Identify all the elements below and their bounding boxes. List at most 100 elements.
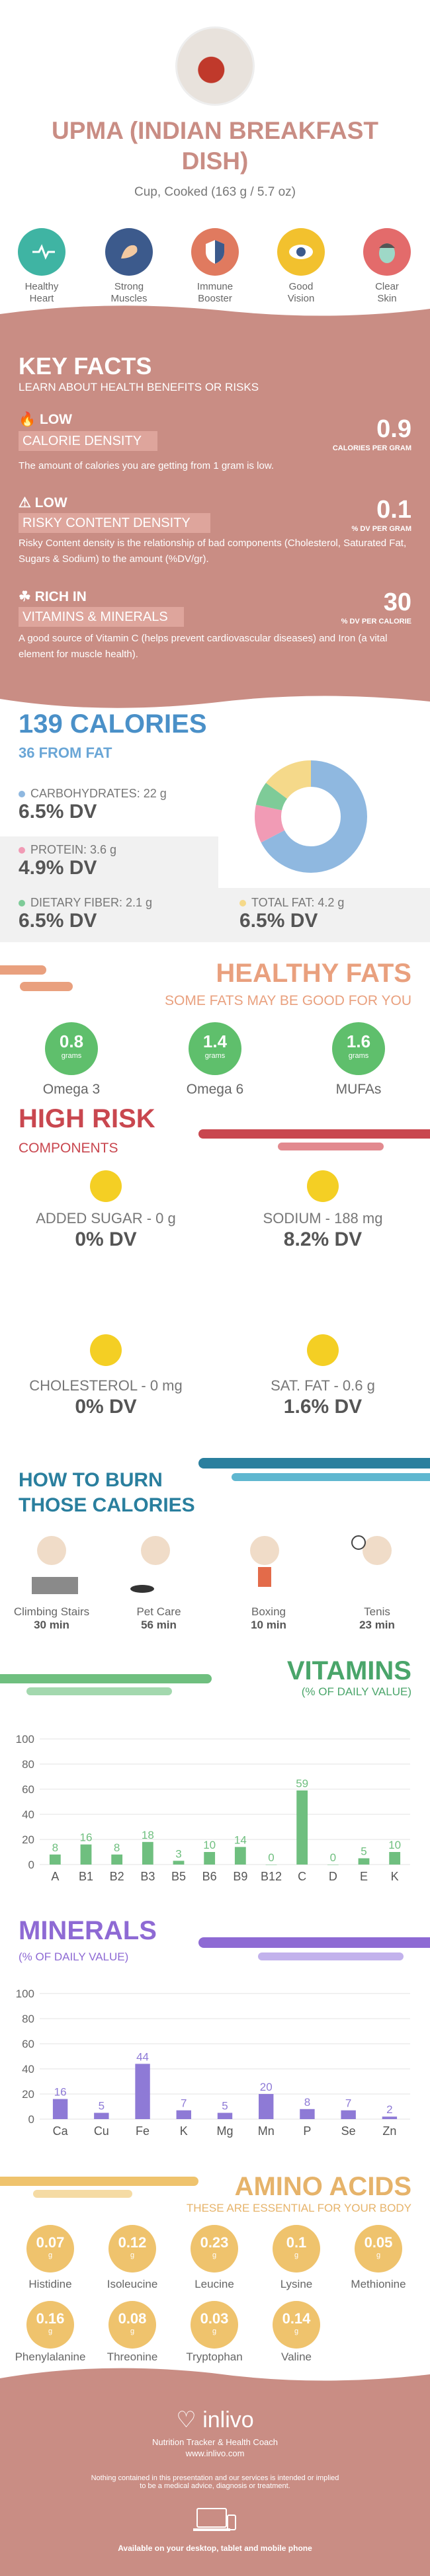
- mineral-category-label: Mg: [216, 2124, 233, 2138]
- fact-value: 0.9: [376, 415, 411, 443]
- vitamin-bar: [234, 1847, 246, 1865]
- brand-url[interactable]: www.inlivo.com: [185, 2448, 245, 2458]
- fact-unit: % DV PER CALORIE: [341, 618, 411, 625]
- disclaimer: Nothing contained in this presentation a…: [91, 2474, 339, 2490]
- risk-dv: 1.6% DV: [283, 1396, 363, 1418]
- key-facts-subtitle: LEARN ABOUT HEALTH BENEFITS OR RISKS: [19, 381, 259, 393]
- vitamin-category-label: E: [360, 1870, 368, 1883]
- mineral-category-label: P: [303, 2124, 311, 2138]
- smile-icon: [307, 1334, 339, 1366]
- flame-icon: 🔥: [19, 412, 36, 427]
- protein-dot: [19, 847, 25, 854]
- mineral-value-label: 20: [260, 2081, 273, 2093]
- mineral-bar: [300, 2109, 315, 2119]
- decor-stripe: [198, 1129, 430, 1139]
- decor-stripe: [20, 982, 73, 991]
- amino-name: Phenylalanine: [15, 2351, 86, 2363]
- footer: ♡ inlivo Nutrition Tracker & Health Coac…: [0, 2366, 430, 2576]
- mineral-ytick-label: 60: [22, 2038, 34, 2050]
- minerals-title: MINERALS: [19, 1916, 157, 1945]
- mineral-ytick-label: 40: [22, 2063, 34, 2075]
- fact-text: Risky Content density is the relationshi…: [19, 538, 407, 565]
- activity-petcare: Pet Care 56 min: [136, 1605, 181, 1631]
- vitamin-ytick-label: 60: [22, 1783, 34, 1796]
- smile-icon: [307, 1170, 339, 1202]
- risk-label: CHOLESTEROL - 0 mg: [29, 1377, 183, 1394]
- high-risk-subtitle: COMPONENTS: [19, 1141, 118, 1156]
- vitamin-category-label: B5: [171, 1870, 186, 1883]
- calories-from-fat: 36 FROM FAT: [19, 745, 112, 761]
- vitamin-bar: [80, 1844, 92, 1865]
- stairs-illustration: [12, 1531, 91, 1597]
- vitamin-bar: [142, 1841, 153, 1865]
- amino-valine: 0.14 g: [273, 2301, 320, 2349]
- decor-stripe: [0, 1674, 212, 1683]
- mineral-value-label: 7: [345, 2097, 351, 2110]
- key-facts-section: KEY FACTS LEARN ABOUT HEALTH BENEFITS OR…: [0, 302, 430, 713]
- fact-level: 🔥 LOW: [19, 412, 72, 427]
- macro-donut-chart: [255, 760, 367, 873]
- vitamin-value-label: 10: [388, 1839, 401, 1851]
- risk-dv: 0% DV: [75, 1228, 137, 1250]
- amino-name: Isoleucine: [107, 2278, 158, 2290]
- fact-value: 0.1: [376, 496, 411, 524]
- amino-name: Tryptophan: [186, 2351, 243, 2363]
- vitamin-value-label: 0: [268, 1851, 274, 1864]
- mineral-bar: [217, 2113, 233, 2119]
- fat-info: TOTAL FAT: 4.2 g 6.5% DV: [239, 896, 345, 932]
- vitamin-value-label: 16: [80, 1831, 93, 1844]
- vitamin-bar: [389, 1852, 401, 1865]
- healthy-fats-subtitle: SOME FATS MAY BE GOOD FOR YOU: [164, 993, 411, 1008]
- benefit-immune: Immune Booster: [179, 228, 251, 305]
- vitamin-value-label: 59: [296, 1777, 308, 1790]
- mineral-ytick-label: 0: [28, 2113, 34, 2126]
- risk-label: SODIUM - 188 mg: [263, 1210, 383, 1227]
- heart-outline-icon: ♡: [176, 2407, 196, 2433]
- fact-name: VITAMINS & MINERALS: [19, 607, 184, 627]
- activity-tennis: Tenis 23 min: [359, 1605, 395, 1631]
- mineral-ytick-label: 20: [22, 2088, 34, 2101]
- wave-divider: [0, 2366, 430, 2381]
- fat-name: Omega 6: [186, 1082, 244, 1097]
- vitamin-ytick-label: 0: [28, 1859, 34, 1871]
- fat-mufas: 1.6 grams: [332, 1022, 385, 1075]
- decor-stripe: [198, 1458, 430, 1469]
- risk-label: SAT. FAT - 0.6 g: [271, 1377, 375, 1394]
- decor-stripe: [0, 965, 46, 975]
- risk-dv: 8.2% DV: [283, 1228, 363, 1250]
- vitamin-category-label: K: [391, 1870, 399, 1883]
- fact-level: ☘ RICH IN: [19, 589, 87, 604]
- key-facts-title: KEY FACTS: [19, 352, 152, 380]
- benefit-muscles: Strong Muscles: [93, 228, 165, 305]
- amino-methionine: 0.05 g: [355, 2225, 402, 2273]
- donut-protein: [255, 760, 367, 873]
- vitamin-bar: [296, 1790, 308, 1865]
- vitamin-bar: [111, 1854, 123, 1865]
- devices-icon: [193, 2508, 236, 2531]
- amino-threonine: 0.08 g: [108, 2301, 156, 2349]
- fact-value: 30: [383, 588, 411, 616]
- petcare-illustration: [116, 1531, 195, 1597]
- burn-title: HOW TO BURN THOSE CALORIES: [19, 1469, 195, 1516]
- vitamin-value-label: 8: [52, 1841, 58, 1854]
- mineral-bar: [382, 2116, 398, 2119]
- mineral-bar: [259, 2094, 274, 2119]
- fact-text: A good source of Vitamin C (helps preven…: [19, 633, 388, 660]
- mineral-value-label: 44: [136, 2050, 149, 2063]
- mineral-category-label: K: [180, 2124, 188, 2138]
- mineral-category-label: Fe: [136, 2124, 150, 2138]
- amino-name: Leucine: [194, 2278, 234, 2290]
- fiber-band: [0, 888, 430, 942]
- amino-name: Methionine: [351, 2278, 406, 2290]
- amino-name: Threonine: [107, 2351, 158, 2363]
- mineral-value-label: 7: [181, 2097, 187, 2110]
- minerals-bar-chart: 0 20 40 60 80 100 16 Ca 5 Cu 44 Fe 7 K 5 Mg 20 Mn 8 P 7 Se 2 Zn: [16, 1988, 410, 2138]
- vitamin-bar: [358, 1858, 370, 1865]
- vitamin-category-label: B12: [261, 1870, 282, 1883]
- vitamin-category-label: A: [51, 1870, 59, 1883]
- vitamin-category-label: B9: [233, 1870, 247, 1883]
- vitamin-ytick-label: 40: [22, 1808, 34, 1821]
- mineral-value-label: 5: [99, 2100, 105, 2113]
- mineral-category-label: Mn: [258, 2124, 275, 2138]
- brand-logo: ♡ inlivo: [176, 2407, 254, 2433]
